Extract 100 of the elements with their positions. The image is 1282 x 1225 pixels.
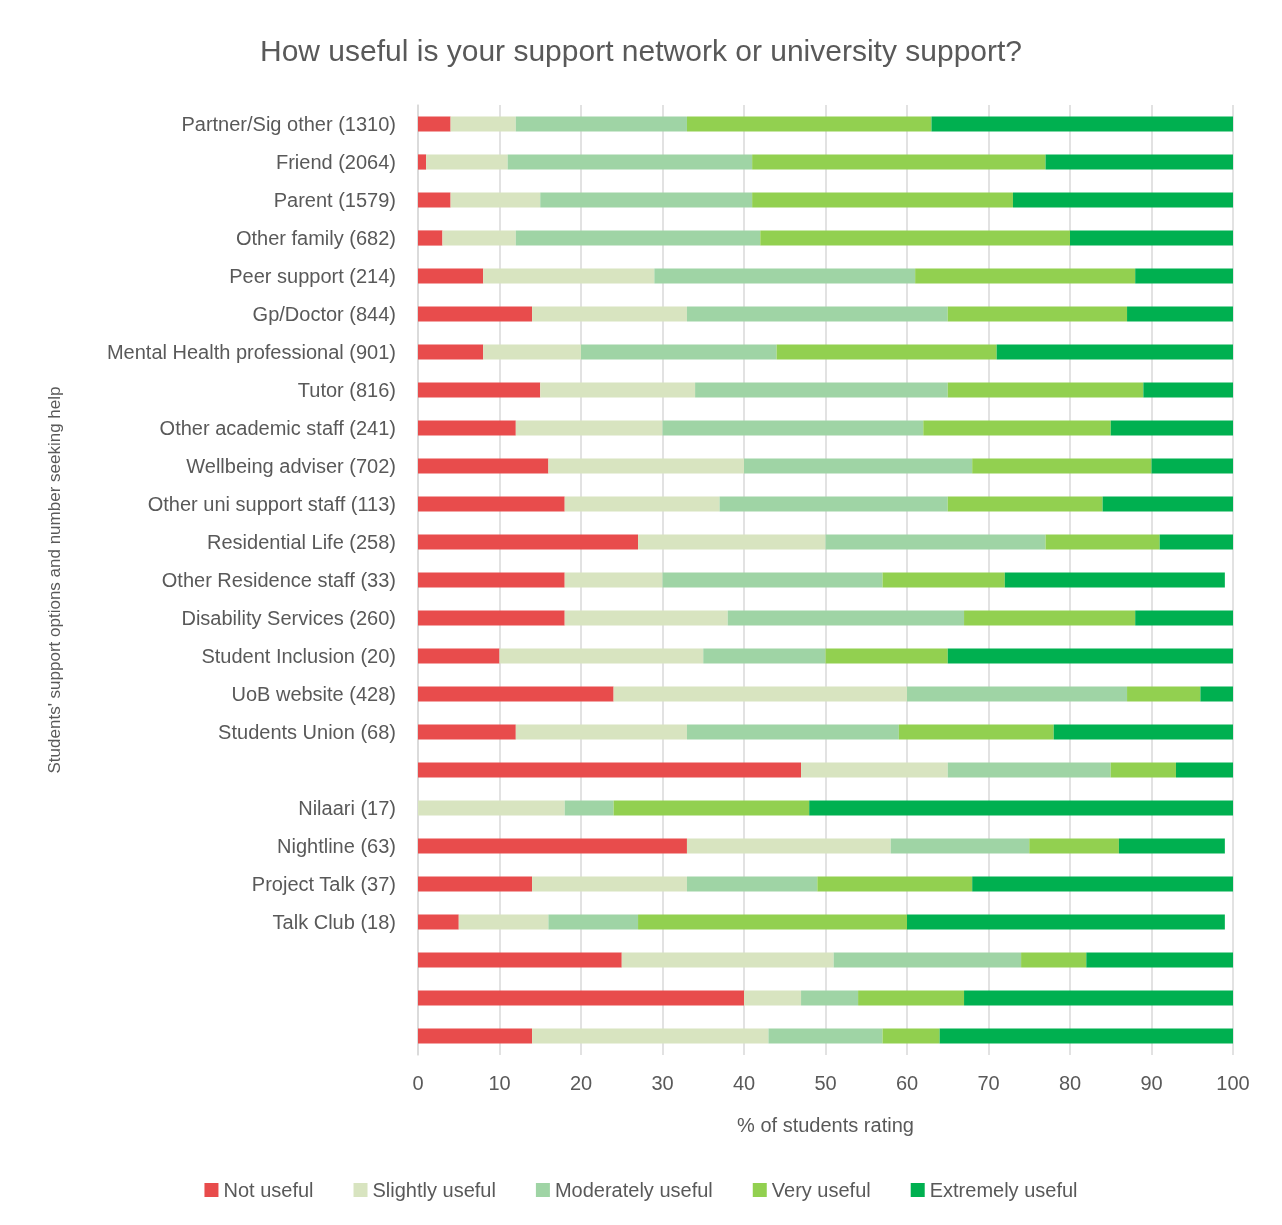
bar xyxy=(418,838,687,854)
x-tick-label: 20 xyxy=(569,1072,593,1094)
bar xyxy=(483,268,655,284)
y-tick-label: UoB website (428) xyxy=(231,683,396,705)
bar xyxy=(947,382,1144,398)
bar xyxy=(972,876,1233,892)
bar xyxy=(418,990,744,1006)
y-tick-label: Student Inclusion (20) xyxy=(201,645,396,667)
y-tick-label: Nilaari (17) xyxy=(298,797,396,819)
bar xyxy=(686,838,891,854)
x-tick-label: 80 xyxy=(1058,1072,1082,1094)
y-tick-label: Tutor (816) xyxy=(297,379,396,401)
bar xyxy=(418,534,639,550)
x-tick-label: 0 xyxy=(412,1072,424,1094)
bar xyxy=(752,154,1046,170)
bar xyxy=(418,268,484,284)
bar xyxy=(825,534,1046,550)
bar xyxy=(418,496,565,512)
bar xyxy=(776,344,997,360)
bar xyxy=(1029,838,1119,854)
bar xyxy=(882,1028,940,1044)
bar xyxy=(1159,534,1233,550)
bar xyxy=(809,800,1233,816)
bar xyxy=(719,496,948,512)
bar xyxy=(418,230,443,246)
bar xyxy=(744,990,802,1006)
y-tick-label: Mental Health professional (901) xyxy=(106,341,396,363)
bar xyxy=(564,572,663,588)
bar xyxy=(418,344,484,360)
y-tick-label: Nightline (63) xyxy=(277,835,396,857)
bar xyxy=(744,458,973,474)
bar xyxy=(418,762,802,778)
bar xyxy=(418,572,565,588)
bar xyxy=(972,458,1152,474)
x-tick-label: 30 xyxy=(651,1072,674,1094)
bar xyxy=(532,1028,769,1044)
bar xyxy=(1135,610,1233,626)
bar xyxy=(1102,496,1233,512)
bar xyxy=(418,116,451,132)
bar xyxy=(662,572,883,588)
bar xyxy=(548,458,744,474)
bar xyxy=(450,192,541,208)
bar xyxy=(760,230,1070,246)
bar xyxy=(515,724,687,740)
bar xyxy=(1110,420,1233,436)
y-tick-label: Talk Club (18) xyxy=(272,911,396,933)
bar xyxy=(1045,534,1160,550)
y-tick-label: Project Talk (37) xyxy=(251,873,396,895)
bar xyxy=(964,610,1136,626)
x-tick-label: 50 xyxy=(814,1072,837,1094)
bar xyxy=(418,800,565,816)
bar xyxy=(540,192,753,208)
bar xyxy=(515,116,687,132)
bar xyxy=(947,496,1103,512)
y-tick-label: Students Union (68) xyxy=(218,721,396,743)
bar xyxy=(996,344,1233,360)
bar xyxy=(964,990,1233,1006)
x-tick-label: 10 xyxy=(488,1072,511,1094)
y-axis-title: Students' support options and number seeking help xyxy=(45,386,64,774)
bar xyxy=(695,382,948,398)
bar xyxy=(418,648,500,664)
y-tick-label: Peer support (214) xyxy=(229,265,396,287)
bar xyxy=(1110,762,1176,778)
bar xyxy=(613,686,907,702)
bar xyxy=(890,838,1030,854)
legend-label: Extremely useful xyxy=(929,1179,1078,1201)
bar xyxy=(548,914,639,930)
bar xyxy=(418,458,549,474)
bar xyxy=(1086,952,1233,968)
bar xyxy=(418,306,533,322)
bar xyxy=(458,914,549,930)
bar xyxy=(654,268,916,284)
bar xyxy=(907,686,1128,702)
bar xyxy=(1127,686,1201,702)
x-tick-label: 60 xyxy=(895,1072,919,1094)
bar xyxy=(947,648,1233,664)
y-tick-label: Residential Life (258) xyxy=(207,531,396,553)
bar xyxy=(686,876,818,892)
bar xyxy=(426,154,508,170)
bar xyxy=(1127,306,1233,322)
bar xyxy=(801,990,859,1006)
bar xyxy=(833,952,1022,968)
bar xyxy=(532,306,687,322)
y-tick-label: Wellbeing adviser (702) xyxy=(186,455,396,477)
x-tick-label: 70 xyxy=(977,1072,1000,1094)
bar xyxy=(418,610,565,626)
bar xyxy=(752,192,1013,208)
bar xyxy=(418,420,516,436)
bar xyxy=(483,344,581,360)
bar xyxy=(703,648,826,664)
bar xyxy=(947,306,1128,322)
bar xyxy=(418,154,427,170)
y-tick-label: Friend (2064) xyxy=(275,151,396,173)
x-tick-label: 40 xyxy=(732,1072,756,1094)
bar xyxy=(686,724,899,740)
x-tick-label: 90 xyxy=(1140,1072,1163,1094)
bar xyxy=(532,876,687,892)
bar xyxy=(1045,154,1233,170)
bar xyxy=(418,914,459,930)
bar xyxy=(727,610,965,626)
